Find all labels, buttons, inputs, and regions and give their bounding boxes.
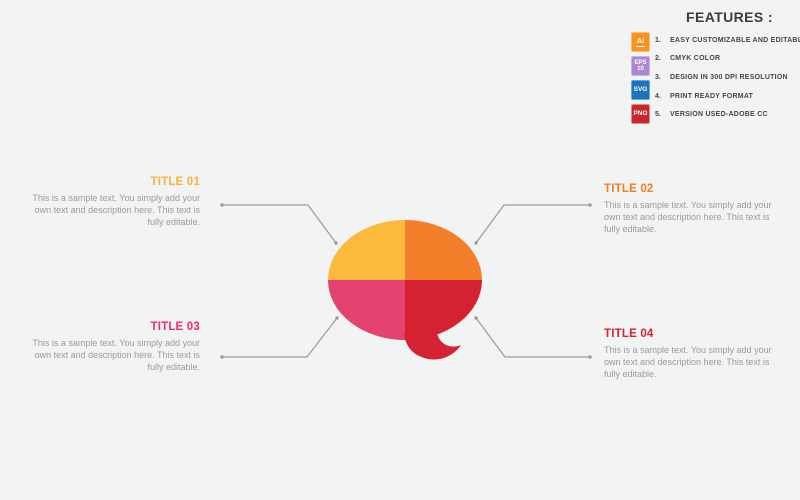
connector-dots — [220, 203, 592, 359]
features-list: 1. EASY CUSTOMIZABLE AND EDITABLE 2. CMY… — [655, 31, 800, 124]
bubble-quadrant-top-right — [405, 220, 482, 280]
feature-item: 4. PRINT READY FORMAT — [655, 87, 800, 106]
ai-format-icon: Ai — [631, 32, 650, 52]
eps-format-icon: EPS 10 — [631, 56, 650, 76]
bubble-quadrant-top-left — [328, 220, 405, 280]
feature-number: 3. — [655, 73, 661, 81]
feature-label: DESIGN IN 300 DPI RESOLUTION — [670, 73, 788, 81]
speech-bubble — [328, 220, 482, 360]
block-title: TITLE 04 — [604, 328, 654, 340]
feature-number: 5. — [655, 111, 661, 119]
block-description: This is a sample text. You simply add yo… — [32, 338, 200, 372]
connector-dot — [588, 203, 592, 207]
connector-dot — [334, 241, 338, 245]
format-icons-column: Ai EPS 10 SVG PNG — [631, 32, 650, 124]
feature-item: 2. CMYK COLOR — [655, 50, 800, 69]
bubble-quadrant-bottom-left — [328, 280, 405, 340]
title-block-04: TITLE 04 This is a sample text. You simp… — [604, 328, 774, 380]
feature-label: VERSION USED-ADOBE CC — [670, 111, 768, 119]
feature-item: 3. DESIGN IN 300 DPI RESOLUTION — [655, 68, 800, 87]
feature-number: 2. — [655, 55, 661, 63]
connector-dot — [474, 241, 478, 245]
feature-label: PRINT READY FORMAT — [670, 92, 754, 100]
title-block-03: TITLE 03 This is a sample text. You simp… — [28, 321, 200, 373]
connector-dot — [588, 355, 592, 359]
block-description: This is a sample text. You simply add yo… — [604, 200, 772, 234]
feature-label: CMYK COLOR — [670, 55, 721, 63]
features-body: Ai EPS 10 SVG PNG 1. EASY CUSTOMIZABLE A… — [631, 31, 800, 124]
connector-dot — [220, 203, 224, 207]
block-title: TITLE 03 — [150, 321, 200, 333]
connector-line-1 — [222, 204, 337, 244]
connector-dot — [335, 316, 339, 320]
bubble-tail — [404, 320, 461, 360]
features-heading: FEATURES : — [686, 9, 773, 25]
connector-dot — [474, 316, 478, 320]
svg-format-icon: SVG — [631, 80, 650, 100]
connector-line-2 — [475, 204, 590, 244]
block-description: This is a sample text. You simply add yo… — [32, 193, 200, 227]
feature-number: 4. — [655, 92, 661, 100]
block-title: TITLE 02 — [604, 183, 654, 195]
feature-item: 1. EASY CUSTOMIZABLE AND EDITABLE — [655, 31, 800, 50]
connector-lines — [222, 204, 590, 358]
connector-line-4 — [475, 317, 590, 358]
png-format-icon: PNG — [631, 104, 650, 124]
title-block-01: TITLE 01 This is a sample text. You simp… — [28, 176, 200, 228]
block-title: TITLE 01 — [150, 176, 200, 188]
connector-dot — [220, 355, 224, 359]
feature-label: EASY CUSTOMIZABLE AND EDITABLE — [670, 36, 800, 44]
features-panel: FEATURES : Ai EPS 10 SVG PNG 1. — [631, 9, 800, 124]
connector-line-3 — [222, 317, 338, 358]
block-description: This is a sample text. You simply add yo… — [604, 345, 772, 379]
feature-number: 1. — [655, 36, 661, 44]
feature-item: 5. VERSION USED-ADOBE CC — [655, 105, 800, 124]
title-block-02: TITLE 02 This is a sample text. You simp… — [604, 183, 774, 235]
